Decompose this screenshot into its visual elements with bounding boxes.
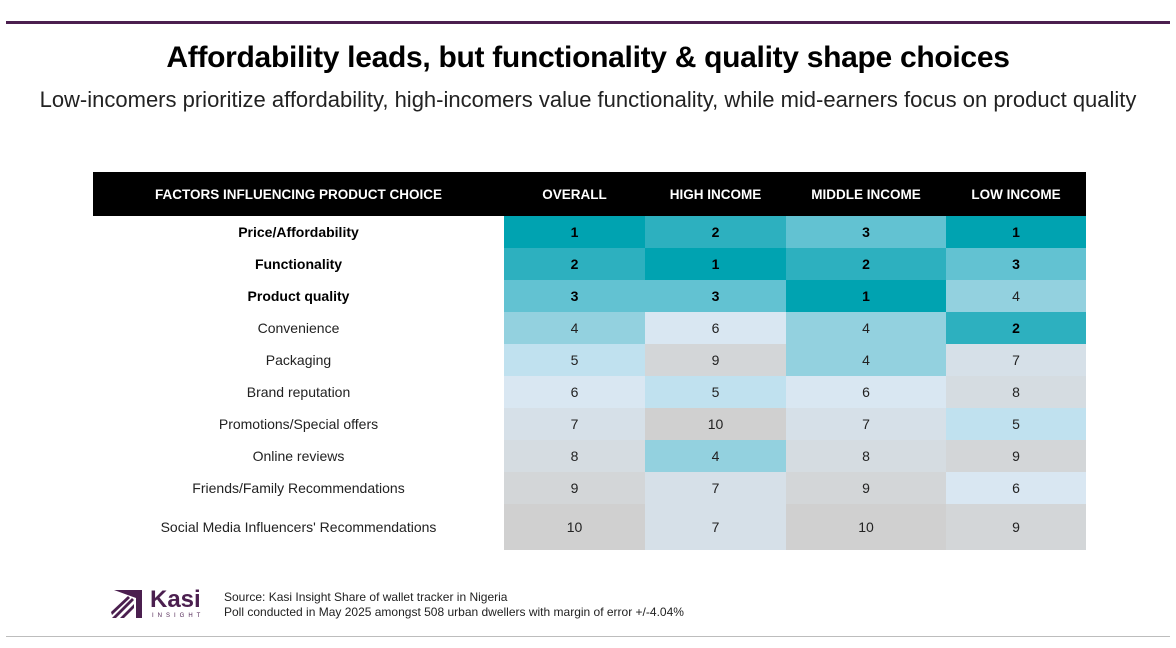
rank-cell: 8 — [786, 440, 946, 472]
rank-cell: 4 — [786, 312, 946, 344]
page-header: Affordability leads, but functionality &… — [0, 40, 1176, 113]
rank-cell: 5 — [946, 408, 1086, 440]
logo-subword: INSIGHT — [152, 613, 205, 619]
column-header: LOW INCOME — [946, 172, 1086, 216]
table-row: Price/Affordability 1 2 3 1 — [93, 216, 1086, 248]
table-header-row: FACTORS INFLUENCING PRODUCT CHOICE OVERAL… — [93, 172, 1086, 216]
factor-label: Online reviews — [252, 448, 345, 464]
rank-cell: 1 — [645, 248, 786, 280]
factor-label: Social Media Influencers' Recommendation… — [160, 519, 437, 535]
logo-word: Kasi — [150, 586, 201, 613]
table-row: Brand reputation 6 5 6 8 — [93, 376, 1086, 408]
table-row: Social Media Influencers' Recommendation… — [93, 504, 1086, 550]
rank-cell: 2 — [645, 216, 786, 248]
column-header: MIDDLE INCOME — [786, 172, 946, 216]
table-row: Promotions/Special offers 7 10 7 5 — [93, 408, 1086, 440]
rank-cell: 2 — [786, 248, 946, 280]
table-row: Friends/Family Recommendations 9 7 9 6 — [93, 472, 1086, 504]
table-row: Online reviews 8 4 8 9 — [93, 440, 1086, 472]
factor-label: Convenience — [257, 320, 340, 336]
factor-label: Packaging — [265, 352, 332, 368]
rank-cell: 4 — [504, 312, 645, 344]
page-subtitle: Low-incomers prioritize affordability, h… — [39, 87, 1137, 112]
rank-cell: 9 — [946, 440, 1086, 472]
table-row: Convenience 4 6 4 2 — [93, 312, 1086, 344]
source-note: Source: Kasi Insight Share of wallet tra… — [224, 590, 684, 620]
rank-cell: 10 — [786, 504, 946, 550]
bottom-divider — [6, 636, 1170, 637]
factor-label: Price/Affordability — [238, 224, 359, 240]
ranking-table: FACTORS INFLUENCING PRODUCT CHOICE OVERAL… — [93, 172, 1086, 550]
rank-cell: 4 — [946, 280, 1086, 312]
rank-cell: 1 — [786, 280, 946, 312]
rank-cell: 9 — [645, 344, 786, 376]
kasi-logo: Kasi INSIGHT — [110, 588, 204, 620]
column-header: OVERALL — [504, 172, 645, 216]
rank-cell: 3 — [504, 280, 645, 312]
table-row: Packaging 5 9 4 7 — [93, 344, 1086, 376]
column-header: HIGH INCOME — [645, 172, 786, 216]
rank-cell: 3 — [645, 280, 786, 312]
rank-cell: 7 — [786, 408, 946, 440]
rank-cell: 9 — [786, 472, 946, 504]
rank-cell: 9 — [946, 504, 1086, 550]
rank-cell: 4 — [786, 344, 946, 376]
rank-cell: 4 — [645, 440, 786, 472]
rank-cell: 6 — [946, 472, 1086, 504]
rank-cell: 2 — [504, 248, 645, 280]
poll-text: Poll conducted in May 2025 amongst 508 u… — [224, 605, 684, 619]
rank-cell: 7 — [645, 472, 786, 504]
rank-cell: 1 — [504, 216, 645, 248]
rank-cell: 2 — [946, 312, 1086, 344]
factor-label: Brand reputation — [246, 384, 351, 400]
rank-cell: 7 — [645, 504, 786, 550]
table-row: Functionality 2 1 2 3 — [93, 248, 1086, 280]
rank-cell: 6 — [645, 312, 786, 344]
factor-label: Product quality — [247, 288, 350, 304]
rank-cell: 8 — [946, 376, 1086, 408]
rank-cell: 3 — [786, 216, 946, 248]
rank-cell: 3 — [946, 248, 1086, 280]
table-row: Product quality 3 3 1 4 — [93, 280, 1086, 312]
page-title: Affordability leads, but functionality &… — [166, 41, 1010, 74]
rank-cell: 10 — [504, 504, 645, 550]
rank-cell: 5 — [645, 376, 786, 408]
rank-cell: 8 — [504, 440, 645, 472]
top-divider — [6, 21, 1170, 24]
kasi-logo-icon — [111, 590, 142, 618]
source-text: Source: Kasi Insight Share of wallet tra… — [224, 590, 508, 604]
rank-cell: 7 — [504, 408, 645, 440]
factor-label: Promotions/Special offers — [218, 416, 379, 432]
rank-cell: 6 — [786, 376, 946, 408]
factor-label: Functionality — [254, 256, 343, 272]
factor-label: Friends/Family Recommendations — [192, 480, 405, 496]
rank-cell: 1 — [946, 216, 1086, 248]
rank-cell: 5 — [504, 344, 645, 376]
rank-cell: 7 — [946, 344, 1086, 376]
rank-cell: 6 — [504, 376, 645, 408]
rank-cell: 9 — [504, 472, 645, 504]
column-header: FACTORS INFLUENCING PRODUCT CHOICE — [93, 172, 504, 216]
rank-cell: 10 — [645, 408, 786, 440]
